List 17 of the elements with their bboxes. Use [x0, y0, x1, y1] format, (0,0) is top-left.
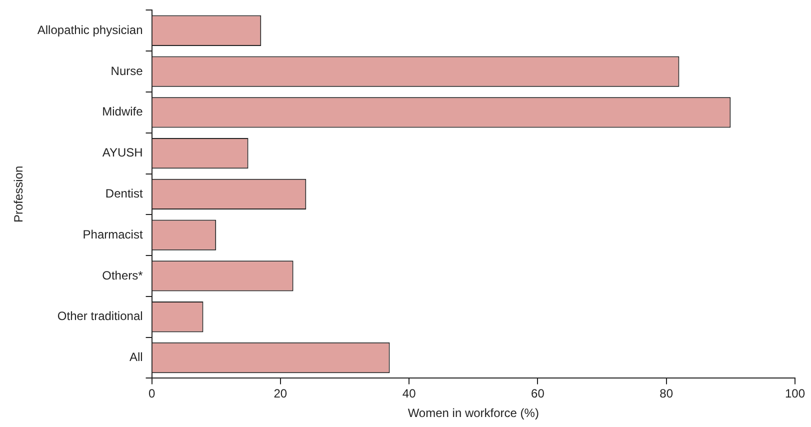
y-tick-label: Other traditional: [57, 309, 143, 324]
x-tick-label: 80: [660, 386, 674, 401]
x-tick-label: 20: [274, 386, 288, 401]
x-tick-label: 100: [784, 386, 806, 401]
x-tick-label: 0: [148, 386, 156, 401]
y-tick-label: Allopathic physician: [37, 22, 143, 37]
x-axis-title: Women in workforce (%): [408, 406, 539, 420]
y-tick-label: All: [129, 350, 143, 364]
y-tick-label: Pharmacist: [82, 227, 144, 242]
x-tick-label: 60: [531, 386, 545, 401]
y-tick-label: Midwife: [102, 104, 144, 119]
y-tick-label: Dentist: [105, 186, 144, 201]
y-axis-title: Profession: [12, 166, 26, 223]
x-tick-label: 40: [402, 386, 416, 401]
y-tick-label: Others*: [102, 268, 144, 282]
y-tick-label: AYUSH: [102, 146, 143, 160]
y-tick-label: Nurse: [110, 64, 144, 78]
